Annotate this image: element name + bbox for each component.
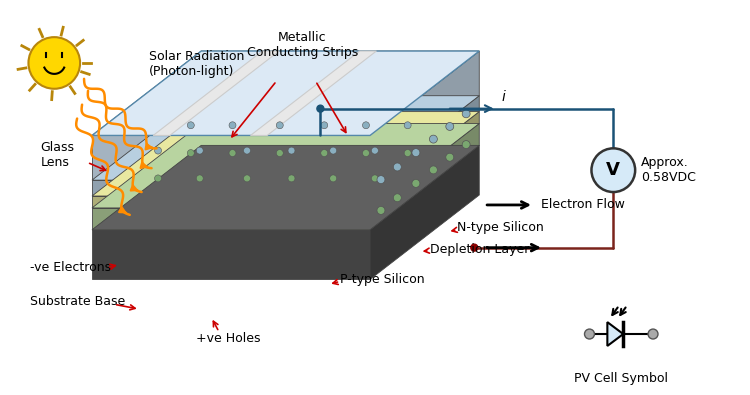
Circle shape	[196, 147, 203, 154]
Circle shape	[371, 175, 379, 182]
Circle shape	[288, 147, 295, 154]
Text: i: i	[502, 90, 506, 103]
Circle shape	[648, 329, 658, 339]
Circle shape	[430, 135, 437, 143]
Polygon shape	[370, 96, 479, 196]
Text: N-type Silicon: N-type Silicon	[458, 221, 544, 234]
Circle shape	[276, 122, 284, 129]
Circle shape	[154, 175, 161, 182]
Circle shape	[371, 147, 379, 154]
Polygon shape	[251, 51, 376, 135]
Text: V: V	[606, 161, 620, 179]
Circle shape	[229, 150, 236, 156]
Circle shape	[321, 122, 328, 129]
Circle shape	[188, 122, 194, 129]
Text: Electron Flow: Electron Flow	[541, 198, 625, 211]
Polygon shape	[92, 112, 479, 196]
Polygon shape	[92, 208, 370, 230]
Circle shape	[317, 105, 324, 112]
Polygon shape	[370, 124, 479, 230]
Circle shape	[393, 163, 401, 171]
Text: Metallic
Conducting Strips: Metallic Conducting Strips	[247, 31, 358, 59]
Polygon shape	[608, 322, 623, 346]
Text: PV Cell Symbol: PV Cell Symbol	[574, 372, 668, 385]
Text: Solar Radiation
(Photon-light): Solar Radiation (Photon-light)	[148, 50, 244, 78]
Circle shape	[28, 37, 80, 89]
Circle shape	[229, 122, 236, 129]
Circle shape	[412, 179, 420, 187]
Polygon shape	[92, 135, 370, 180]
Circle shape	[321, 150, 328, 156]
Polygon shape	[92, 145, 479, 230]
Polygon shape	[370, 112, 479, 208]
Circle shape	[362, 122, 370, 129]
Circle shape	[393, 194, 401, 202]
Polygon shape	[92, 51, 479, 135]
Polygon shape	[92, 180, 370, 196]
Circle shape	[584, 329, 595, 339]
Circle shape	[377, 207, 385, 214]
Circle shape	[462, 110, 470, 118]
Text: Substrate Base: Substrate Base	[31, 295, 126, 308]
Circle shape	[412, 149, 420, 156]
Circle shape	[404, 150, 411, 156]
Polygon shape	[370, 145, 479, 279]
Polygon shape	[370, 51, 479, 180]
Text: -ve Electrons: -ve Electrons	[31, 261, 112, 274]
Circle shape	[330, 175, 337, 182]
Polygon shape	[153, 51, 279, 135]
Circle shape	[330, 147, 337, 154]
Circle shape	[404, 122, 411, 129]
Circle shape	[430, 166, 437, 174]
Polygon shape	[92, 124, 479, 208]
Text: P-type Silicon: P-type Silicon	[340, 273, 424, 286]
Polygon shape	[92, 96, 479, 180]
Polygon shape	[92, 196, 370, 208]
Circle shape	[462, 141, 470, 149]
Circle shape	[471, 244, 478, 251]
Circle shape	[276, 150, 284, 156]
Circle shape	[288, 175, 295, 182]
Circle shape	[196, 175, 203, 182]
Text: Approx.
0.58VDC: Approx. 0.58VDC	[641, 156, 696, 184]
Circle shape	[446, 122, 454, 130]
Circle shape	[362, 150, 370, 156]
Polygon shape	[92, 51, 479, 135]
Circle shape	[154, 147, 161, 154]
Circle shape	[377, 176, 385, 184]
Text: Glass
Lens: Glass Lens	[40, 141, 74, 169]
Circle shape	[592, 149, 635, 192]
Text: Depletion Layer: Depletion Layer	[430, 243, 529, 256]
Text: +ve Holes: +ve Holes	[196, 333, 261, 346]
Polygon shape	[92, 230, 370, 279]
Circle shape	[244, 147, 250, 154]
Circle shape	[244, 175, 250, 182]
Circle shape	[446, 153, 454, 161]
Circle shape	[188, 150, 194, 156]
